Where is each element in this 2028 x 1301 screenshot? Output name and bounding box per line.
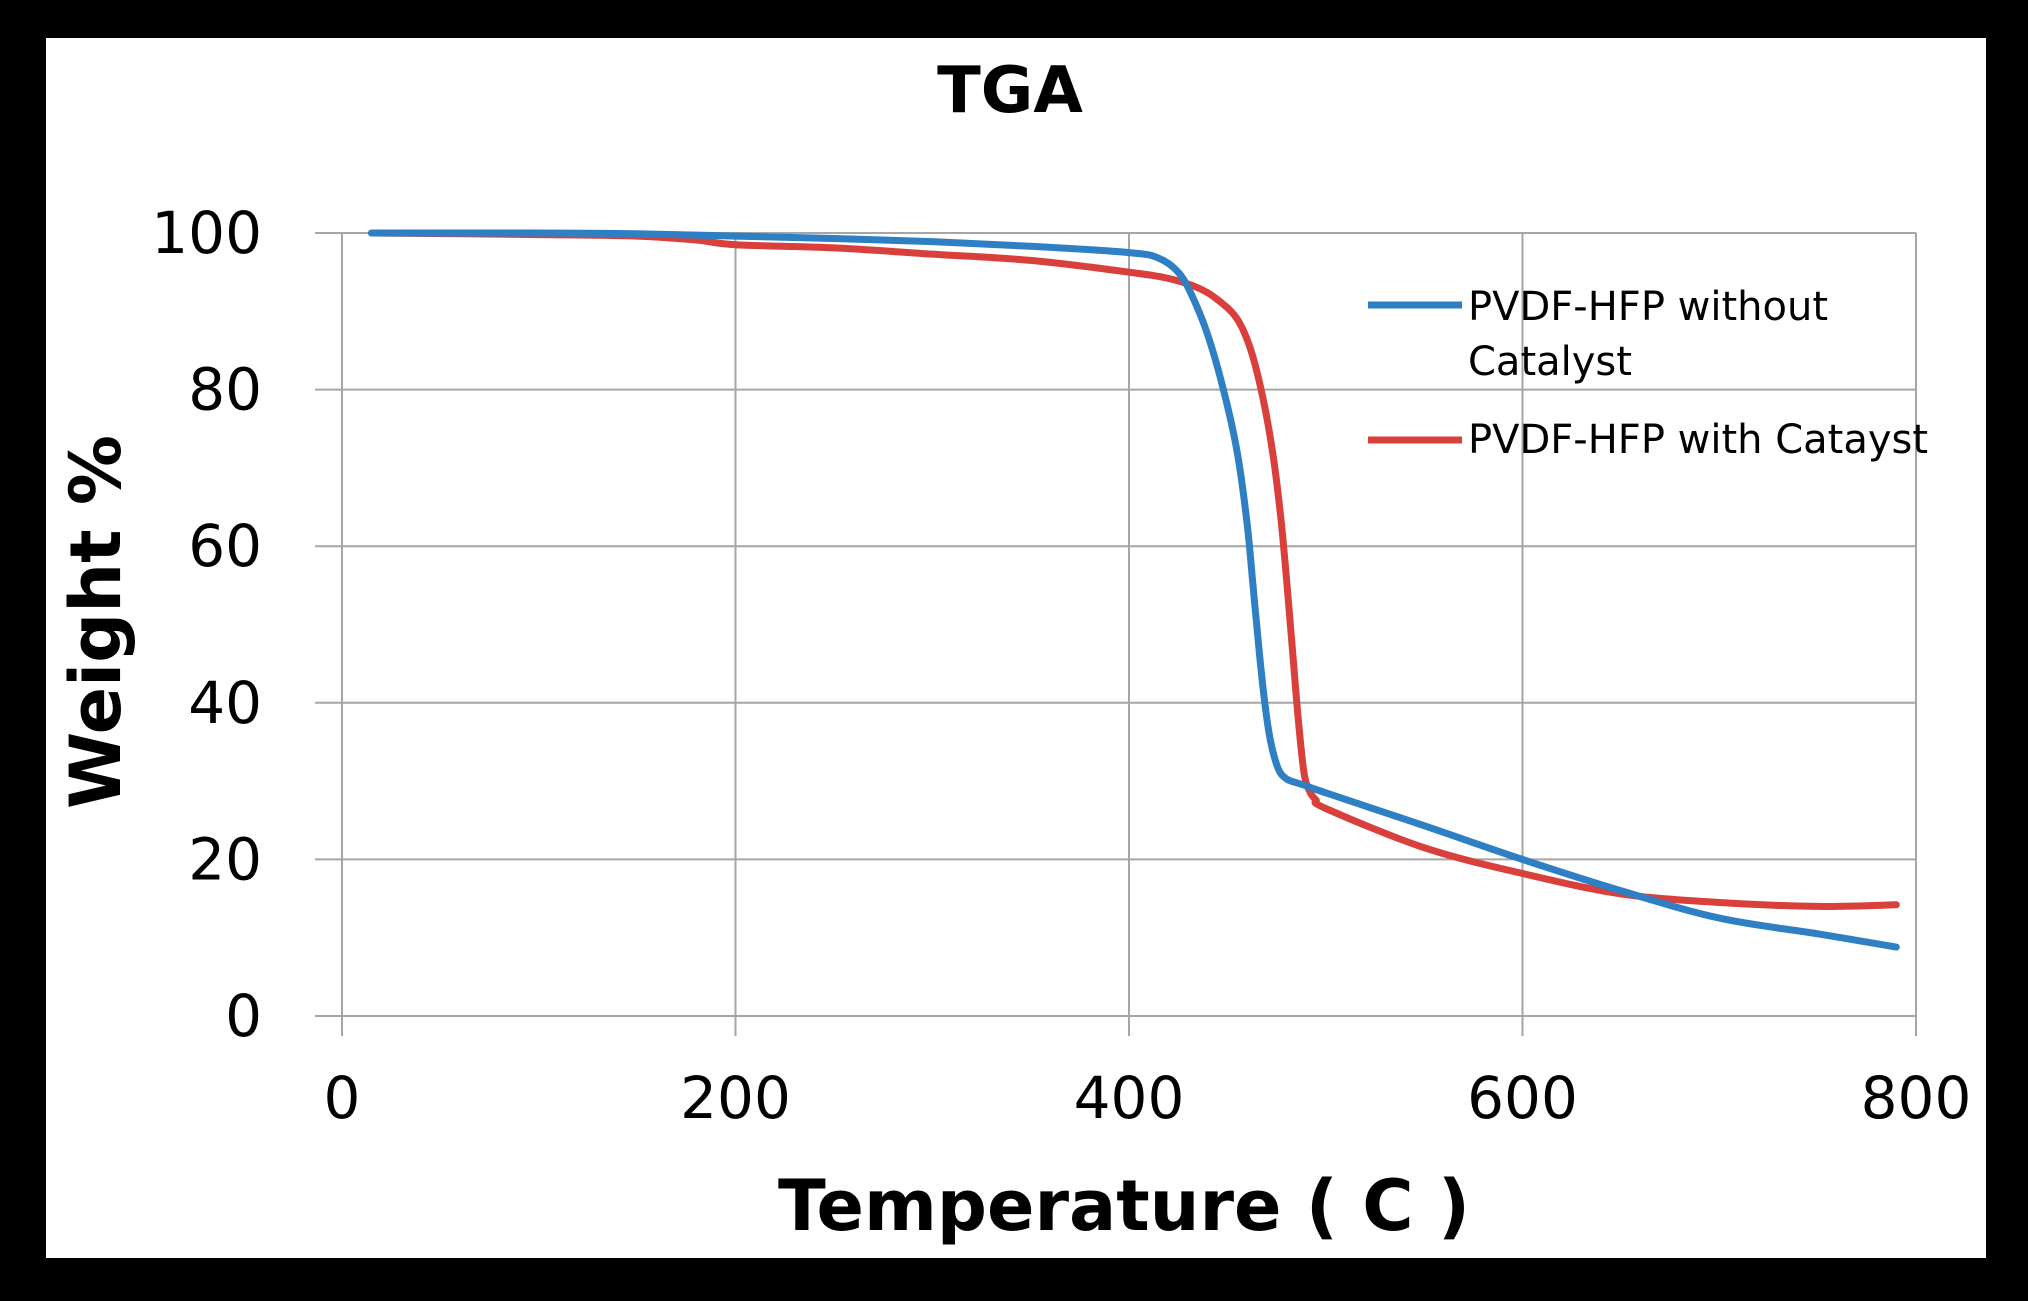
y-tick-label-40: 40 <box>188 669 262 737</box>
y-tick-labels: 0 20 40 60 80 100 <box>151 199 262 1050</box>
chart-inner-border <box>17 11 2011 1288</box>
chart-area-background <box>46 38 1986 1258</box>
x-tick-label-600: 600 <box>1467 1064 1578 1132</box>
legend-label-without-catalyst-line1: PVDF-HFP without <box>1468 284 1828 330</box>
x-axis-title: Temperature ( C ) <box>778 1165 1470 1247</box>
chart-title: TGA <box>937 54 1083 128</box>
series-layer <box>368 229 1900 951</box>
x-tick-label-200: 200 <box>680 1064 791 1132</box>
y-tick-label-20: 20 <box>188 825 262 893</box>
x-tick-labels: 0 200 400 600 800 <box>324 1064 1972 1132</box>
y-tick-label-80: 80 <box>188 356 262 424</box>
legend-label-without-catalyst-line2: Catalyst <box>1468 339 1632 385</box>
y-tick-label-0: 0 <box>225 982 262 1050</box>
x-tick-label-0: 0 <box>324 1064 361 1132</box>
y-tick-label-100: 100 <box>151 199 262 267</box>
y-axis-title: Weight % <box>55 435 137 809</box>
legend-label-with-catalyst: PVDF-HFP with Catayst <box>1468 417 1928 463</box>
legend: PVDF-HFP without Catalyst PVDF-HFP with … <box>1368 284 1928 463</box>
x-tick-label-800: 800 <box>1861 1064 1972 1132</box>
y-tick-label-60: 60 <box>188 512 262 580</box>
series-line-with-catalyst <box>368 229 1900 910</box>
series-line-without-catalyst <box>368 229 1900 951</box>
x-tick-label-400: 400 <box>1074 1064 1185 1132</box>
